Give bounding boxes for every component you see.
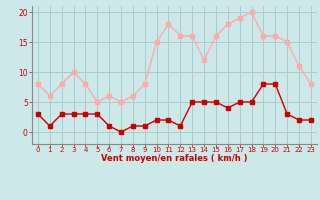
X-axis label: Vent moyen/en rafales ( km/h ): Vent moyen/en rafales ( km/h ) — [101, 154, 248, 163]
